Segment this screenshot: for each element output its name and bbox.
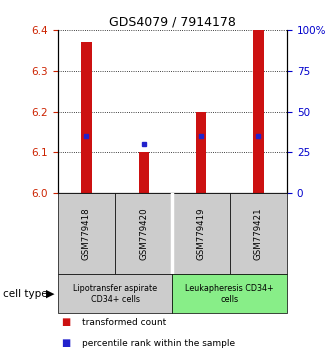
- Text: ■: ■: [61, 317, 70, 327]
- Bar: [58, 193, 115, 274]
- Text: Lipotransfer aspirate
CD34+ cells: Lipotransfer aspirate CD34+ cells: [73, 284, 157, 303]
- Bar: [58, 274, 173, 313]
- Text: Leukapheresis CD34+
cells: Leukapheresis CD34+ cells: [185, 284, 274, 303]
- Text: GSM779418: GSM779418: [82, 207, 91, 260]
- Text: GSM779421: GSM779421: [254, 207, 263, 260]
- Text: transformed count: transformed count: [82, 318, 167, 327]
- Text: GSM779420: GSM779420: [139, 207, 148, 260]
- Bar: [115, 193, 173, 274]
- Text: ■: ■: [61, 338, 70, 348]
- Text: GSM779419: GSM779419: [197, 207, 206, 260]
- Title: GDS4079 / 7914178: GDS4079 / 7914178: [109, 16, 236, 29]
- Bar: [81, 42, 92, 193]
- Text: percentile rank within the sample: percentile rank within the sample: [82, 339, 236, 348]
- Bar: [230, 193, 287, 274]
- Bar: [173, 193, 230, 274]
- Bar: [173, 274, 287, 313]
- Bar: [196, 112, 206, 193]
- Bar: [253, 30, 264, 193]
- Bar: [139, 152, 149, 193]
- Text: ▶: ▶: [46, 289, 54, 299]
- Text: cell type: cell type: [3, 289, 48, 299]
